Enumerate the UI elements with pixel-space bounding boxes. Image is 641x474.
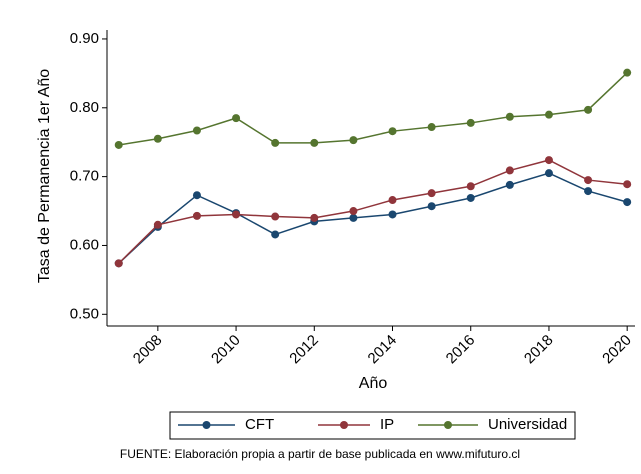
point [192, 126, 201, 135]
point [427, 189, 436, 198]
x-tick-label: 2010 [208, 332, 244, 368]
legend-label: CFT [245, 416, 274, 433]
point [192, 191, 201, 200]
point [349, 136, 358, 145]
y-tick-label: 0.60 [70, 236, 99, 253]
x-tick-label: 2018 [521, 332, 557, 368]
point [623, 180, 632, 189]
point [505, 112, 514, 121]
point [544, 169, 553, 178]
point [505, 180, 514, 189]
point [584, 105, 593, 114]
point [114, 259, 123, 268]
point [388, 196, 397, 205]
y-axis-title: Tasa de Permanencia 1er Año [36, 69, 53, 283]
legend-marker [202, 421, 211, 429]
point [232, 210, 241, 219]
point [310, 213, 319, 222]
x-tick-label: 2020 [599, 332, 635, 368]
legend-label: IP [380, 416, 394, 433]
x-tick-label: 2008 [130, 332, 166, 368]
point [623, 198, 632, 207]
x-tick-label: 2014 [365, 332, 401, 368]
y-tick-label: 0.90 [70, 30, 99, 47]
point [271, 212, 280, 221]
y-tick-label: 0.70 [70, 168, 99, 185]
legend-box [169, 411, 576, 440]
point [310, 138, 319, 147]
point [388, 127, 397, 136]
point [232, 114, 241, 123]
point [427, 123, 436, 132]
point [584, 187, 593, 196]
point [623, 68, 632, 77]
y-tick-label: 0.80 [70, 99, 99, 116]
point [427, 202, 436, 211]
point [466, 182, 475, 191]
x-tick-label: 2016 [443, 332, 479, 368]
source-note: FUENTE: Elaboración propia a partir de b… [120, 447, 520, 461]
point [505, 166, 514, 175]
point [544, 156, 553, 165]
point [153, 220, 162, 229]
series-line [118, 172, 628, 264]
point [466, 118, 475, 127]
point [584, 176, 593, 185]
point [349, 213, 358, 222]
point [114, 140, 123, 149]
x-axis-title: Año [359, 375, 388, 392]
legend-marker [340, 421, 348, 429]
y-tick-label: 0.50 [70, 305, 99, 322]
series-line [118, 72, 628, 146]
legend-label: Universidad [488, 416, 567, 433]
point [388, 210, 397, 219]
x-tick-label: 2012 [286, 332, 322, 368]
point [271, 230, 280, 239]
point [466, 193, 475, 202]
series-line [118, 159, 628, 264]
point [544, 110, 553, 119]
point [192, 211, 201, 220]
legend-marker [444, 421, 452, 429]
point [153, 134, 162, 143]
point [349, 207, 358, 216]
point [271, 138, 280, 147]
